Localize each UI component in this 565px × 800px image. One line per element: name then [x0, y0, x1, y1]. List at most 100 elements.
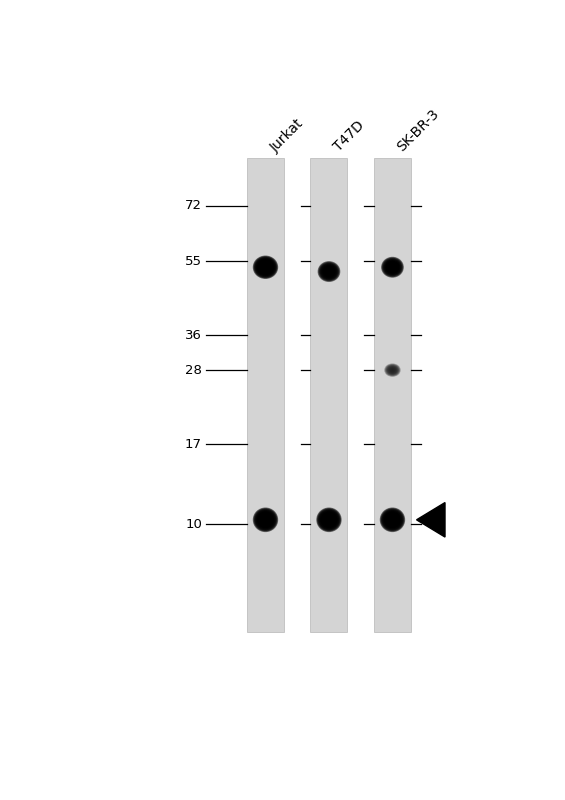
Ellipse shape	[319, 510, 338, 529]
Ellipse shape	[385, 364, 400, 376]
Ellipse shape	[321, 513, 337, 527]
Ellipse shape	[260, 262, 271, 272]
Ellipse shape	[385, 364, 399, 376]
Ellipse shape	[323, 266, 334, 277]
Ellipse shape	[389, 264, 396, 270]
Ellipse shape	[383, 510, 403, 530]
Ellipse shape	[318, 510, 340, 530]
Ellipse shape	[256, 510, 275, 529]
Ellipse shape	[260, 514, 271, 526]
Text: T47D: T47D	[331, 118, 367, 154]
Ellipse shape	[260, 515, 271, 525]
Bar	[373, 158, 411, 632]
Ellipse shape	[319, 262, 338, 281]
Ellipse shape	[254, 509, 277, 531]
Ellipse shape	[261, 263, 270, 271]
Ellipse shape	[384, 363, 401, 377]
Ellipse shape	[387, 514, 398, 526]
Ellipse shape	[262, 264, 268, 270]
Ellipse shape	[316, 507, 342, 532]
Ellipse shape	[324, 267, 334, 276]
Ellipse shape	[318, 262, 340, 282]
Ellipse shape	[385, 513, 400, 527]
Ellipse shape	[386, 261, 399, 274]
Ellipse shape	[384, 259, 401, 275]
Ellipse shape	[382, 258, 403, 277]
Ellipse shape	[262, 517, 268, 523]
Ellipse shape	[324, 515, 334, 525]
Ellipse shape	[387, 366, 398, 374]
Ellipse shape	[388, 366, 397, 374]
Ellipse shape	[262, 264, 270, 270]
Ellipse shape	[388, 366, 397, 374]
Ellipse shape	[385, 513, 399, 526]
Ellipse shape	[385, 261, 400, 274]
Ellipse shape	[321, 512, 337, 528]
Ellipse shape	[388, 262, 398, 272]
Ellipse shape	[387, 262, 398, 273]
Ellipse shape	[322, 513, 336, 526]
Text: Jurkat: Jurkat	[268, 116, 306, 154]
Ellipse shape	[323, 266, 335, 278]
Text: 55: 55	[185, 254, 202, 267]
Ellipse shape	[381, 257, 404, 278]
Ellipse shape	[257, 512, 273, 528]
Ellipse shape	[385, 364, 401, 377]
Ellipse shape	[258, 513, 273, 527]
Ellipse shape	[388, 366, 397, 374]
Ellipse shape	[325, 516, 333, 523]
Ellipse shape	[321, 265, 336, 278]
Ellipse shape	[323, 514, 335, 526]
Ellipse shape	[388, 263, 397, 271]
Ellipse shape	[255, 258, 276, 277]
Ellipse shape	[253, 255, 278, 279]
Text: 28: 28	[185, 364, 202, 377]
Bar	[310, 158, 347, 632]
Ellipse shape	[320, 263, 338, 280]
Ellipse shape	[386, 262, 399, 273]
Ellipse shape	[320, 511, 338, 529]
Ellipse shape	[259, 513, 272, 526]
Ellipse shape	[388, 515, 398, 525]
Ellipse shape	[253, 507, 278, 532]
Text: 17: 17	[185, 438, 202, 450]
Ellipse shape	[381, 509, 404, 531]
Ellipse shape	[255, 510, 276, 530]
Ellipse shape	[255, 258, 276, 277]
Ellipse shape	[380, 507, 405, 532]
Ellipse shape	[326, 517, 332, 523]
Ellipse shape	[261, 515, 270, 524]
Ellipse shape	[254, 508, 277, 531]
Ellipse shape	[323, 514, 334, 526]
Ellipse shape	[383, 510, 402, 529]
Text: 36: 36	[185, 329, 202, 342]
Ellipse shape	[322, 266, 336, 278]
Ellipse shape	[319, 262, 339, 281]
Ellipse shape	[257, 260, 273, 275]
Ellipse shape	[262, 516, 270, 523]
Ellipse shape	[384, 259, 402, 276]
Ellipse shape	[255, 510, 276, 530]
Ellipse shape	[386, 366, 398, 375]
Text: 10: 10	[185, 518, 202, 530]
Ellipse shape	[386, 365, 399, 375]
Ellipse shape	[321, 264, 337, 279]
Ellipse shape	[319, 510, 339, 530]
Text: SK-BR-3: SK-BR-3	[394, 107, 442, 154]
Ellipse shape	[386, 514, 399, 526]
Ellipse shape	[385, 260, 401, 274]
Ellipse shape	[324, 267, 333, 276]
Ellipse shape	[260, 262, 271, 273]
Ellipse shape	[254, 256, 277, 278]
Ellipse shape	[382, 510, 403, 530]
Ellipse shape	[257, 511, 275, 529]
Ellipse shape	[259, 514, 272, 526]
Ellipse shape	[320, 264, 337, 279]
Ellipse shape	[325, 268, 333, 275]
Ellipse shape	[317, 508, 341, 531]
Ellipse shape	[388, 515, 397, 524]
Polygon shape	[416, 502, 445, 537]
Ellipse shape	[389, 517, 396, 523]
Ellipse shape	[383, 258, 402, 276]
Ellipse shape	[325, 269, 332, 274]
